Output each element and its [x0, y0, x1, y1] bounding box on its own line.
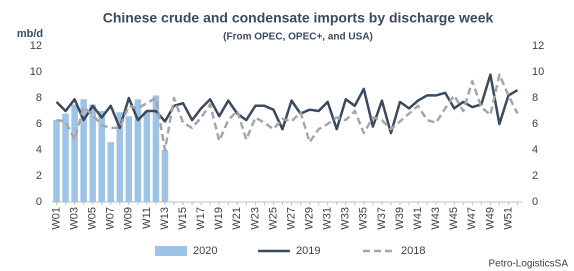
y2-tick-label: 0: [532, 196, 538, 208]
y2-tick-label: 6: [532, 118, 538, 130]
x-tick-label: W23: [249, 207, 261, 230]
y-tick-label: 4: [36, 144, 42, 156]
line-series: [56, 73, 519, 152]
bar: [98, 111, 105, 202]
x-tick-label: W49: [484, 207, 496, 230]
y2-tick-label: 4: [532, 144, 538, 156]
y2-tick-label: 12: [532, 40, 544, 52]
x-tick-label: W17: [195, 207, 207, 230]
x-tick-label: W27: [285, 207, 297, 230]
bar: [143, 111, 151, 202]
y2-tick-label: 10: [532, 66, 544, 78]
y-tick-label: 0: [36, 196, 42, 208]
x-tick-label: W03: [69, 207, 81, 230]
x-tick-label: W37: [376, 207, 388, 230]
x-tick-label: W25: [267, 207, 279, 230]
chart-title: Chinese crude and condensate imports by …: [103, 10, 494, 26]
legend-label: 2018: [401, 245, 425, 257]
y-tick-label: 8: [36, 92, 42, 104]
bar: [80, 99, 87, 202]
x-tick-label: W51: [502, 207, 514, 230]
y-tick-label: 10: [30, 66, 42, 78]
x-tick-label: W39: [394, 207, 406, 230]
x-tick-label: W29: [304, 207, 316, 230]
y2-tick-label: 2: [532, 170, 538, 182]
legend-swatch: [155, 246, 187, 256]
line-series: [55, 73, 519, 135]
x-tick-label: W35: [358, 207, 370, 230]
bar: [116, 112, 124, 202]
x-tick-label: W47: [466, 207, 478, 230]
y-tick-label: 12: [30, 40, 42, 52]
x-tick-label: W07: [105, 207, 117, 230]
chart-subtitle: (From OPEC, OPEC+, and USA): [223, 32, 373, 43]
y-tick-label: 2: [36, 170, 42, 182]
bar: [89, 104, 96, 202]
legend-label: 2019: [296, 245, 320, 257]
x-tick-label: W21: [231, 207, 243, 230]
y2-tick-label: 8: [532, 92, 538, 104]
x-tick-label: W41: [412, 207, 424, 230]
x-tick-label: W01: [50, 207, 62, 230]
x-tick-label: W09: [123, 207, 135, 230]
x-tick-label: W13: [159, 207, 171, 230]
x-tick-label: W11: [141, 207, 153, 229]
bar: [152, 95, 160, 202]
x-tick-label: W45: [448, 207, 460, 230]
legend-label: 2020: [193, 245, 217, 257]
bar: [107, 142, 115, 202]
x-tick-label: W05: [87, 207, 99, 230]
x-tick-label: W31: [322, 207, 334, 230]
source: Petro-LogisticsSA: [489, 259, 569, 270]
y-axis-title: mb/d: [17, 28, 43, 40]
bar: [134, 99, 142, 202]
x-tick-label: W15: [177, 207, 189, 230]
bar: [62, 113, 69, 202]
x-tick-label: W19: [213, 207, 225, 230]
x-tick-label: W33: [340, 207, 352, 230]
bar: [53, 120, 60, 202]
bar: [125, 116, 133, 202]
bar: [161, 150, 169, 202]
bar: [71, 104, 78, 202]
x-tick-label: W43: [430, 207, 442, 230]
y-tick-label: 6: [36, 118, 42, 130]
